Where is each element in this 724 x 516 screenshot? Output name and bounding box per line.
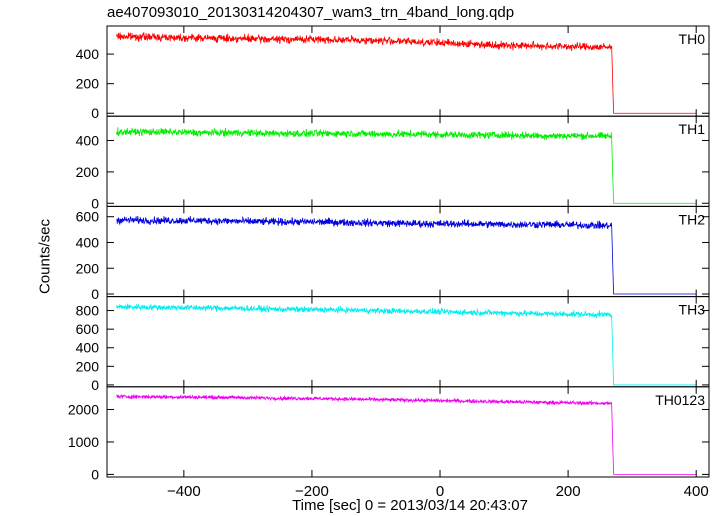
panel-label-th0123: TH0123 — [655, 392, 705, 408]
y-tick-label: 0 — [91, 466, 99, 482]
y-tick-label: 1000 — [68, 434, 99, 450]
y-tick-label: 0 — [91, 195, 99, 211]
y-tick-label: 0 — [91, 286, 99, 302]
panel-frame-th1 — [106, 115, 710, 207]
y-tick-label: 800 — [76, 303, 100, 319]
y-tick-label: 0 — [91, 105, 99, 121]
y-tick-label: 200 — [76, 358, 100, 374]
series-line-th1 — [116, 127, 697, 204]
x-tick-label: −400 — [167, 483, 201, 500]
y-tick-label: 600 — [76, 209, 100, 225]
series-line-th0123 — [116, 393, 697, 475]
y-tick-label: 400 — [76, 340, 100, 356]
x-tick-label: 400 — [684, 483, 709, 500]
series-line-th0 — [116, 32, 697, 114]
y-tick-label: 200 — [76, 260, 100, 276]
x-axis-label: Time [sec] 0 = 2013/03/14 20:43:07 — [292, 497, 528, 514]
y-tick-label: 200 — [76, 76, 100, 92]
panel-label-th2: TH2 — [679, 211, 706, 227]
y-tick-label: 400 — [76, 234, 100, 250]
panel-label-th0: TH0 — [679, 31, 706, 47]
y-tick-label: 0 — [91, 377, 99, 393]
y-tick-label: 200 — [76, 164, 100, 180]
y-tick-label: 600 — [76, 321, 100, 337]
y-tick-label: 2000 — [68, 402, 99, 418]
series-line-th3 — [116, 302, 697, 386]
series-line-th2 — [116, 215, 697, 295]
x-tick-label: 0 — [436, 483, 444, 500]
y-tick-label: 400 — [76, 133, 100, 149]
x-tick-label: 200 — [556, 483, 581, 500]
panel-frame-th0123 — [106, 386, 710, 478]
y-tick-label: 400 — [76, 46, 100, 62]
chart-title: ae407093010_20130314204307_wam3_trn_4ban… — [107, 4, 515, 21]
panel-label-th1: TH1 — [679, 121, 706, 137]
x-tick-label: −200 — [295, 483, 329, 500]
panel-label-th3: TH3 — [679, 302, 706, 318]
